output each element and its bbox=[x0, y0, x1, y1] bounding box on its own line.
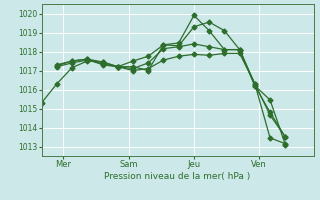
X-axis label: Pression niveau de la mer( hPa ): Pression niveau de la mer( hPa ) bbox=[104, 172, 251, 181]
